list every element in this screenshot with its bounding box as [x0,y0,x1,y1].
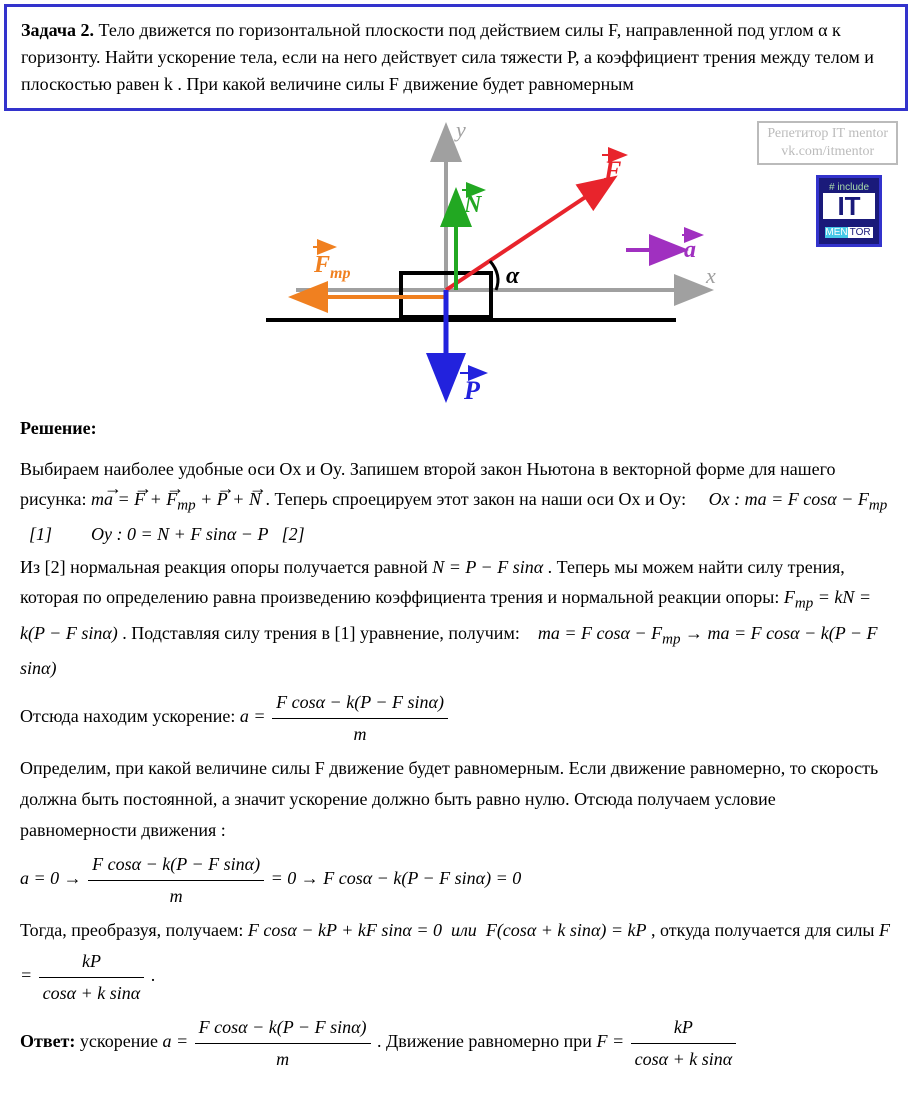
watermark: Репетитор IT mentor vk.com/itmentor [757,121,898,165]
answer-label: Ответ: [20,1031,75,1051]
para-3: Отсюда находим ускорение: a = F cosα − k… [20,687,892,749]
para-2: Из [2] нормальная реакция опоры получает… [20,552,892,683]
p5a-text: Тогда, преобразуя, получаем: [20,920,248,940]
p5b-text: , откуда получается для силы [651,920,879,940]
eq-zero: a = 0 → F cosα − k(P − F sinα) m = 0 → F… [20,868,521,888]
ans-b-text: . Движение равномерно при [377,1031,596,1051]
diagram-svg: y x F α N Fтр P a [176,115,736,405]
y-label: y [454,117,466,142]
Ftr-label: Fтр [313,252,350,282]
ans-F-num: kP [631,1012,737,1044]
p2c-text: . Подставляя силу трения в [1] уравнение… [122,623,520,643]
F-num: kP [39,946,145,978]
para-1: Выбираем наиболее удобные оси Ox и Oy. З… [20,454,892,550]
eq-zero-line: a = 0 → F cosα − k(P − F sinα) m = 0 → F… [20,849,892,911]
answer-line: Ответ: ускорение a = F cosα − k(P − F si… [20,1012,892,1074]
F-den: cosα + k sinα [39,978,145,1009]
eq-transform: F cosα − kP + kF sinα = 0 или F(cosα + k… [248,920,647,940]
ans-eq-F: F = kP cosα + k sinα [596,1031,738,1051]
zero-num: F cosα − k(P − F sinα) [88,849,264,881]
logo-tor: TOR [848,227,873,238]
P-label: P [463,376,481,405]
watermark-line2: vk.com/itmentor [767,143,888,161]
force-diagram: Репетитор IT mentor vk.com/itmentor # in… [0,115,912,405]
p1b-text: . Теперь спроецируем этот закон на наши … [265,489,686,509]
p2a-text: Из [2] нормальная реакция опоры получает… [20,557,432,577]
solution-title: Решение: [20,413,892,444]
solution-body: Решение: Выбираем наиболее удобные оси O… [0,405,912,1094]
ans-a-num: F cosα − k(P − F sinα) [195,1012,371,1044]
ans-F-den: cosα + k sinα [631,1044,737,1075]
problem-title: Задача 2. [21,20,94,40]
zero-den: m [88,881,264,912]
ans-a-text: ускорение [80,1031,163,1051]
para-4: Определим, при какой величине силы F дви… [20,753,892,845]
logo-men: MEN [825,227,847,238]
logo-it-text: IT [823,193,875,219]
N-label: N [463,192,483,218]
a-num: F cosα − k(P − F sinα) [272,687,448,719]
a-den: m [272,719,448,750]
problem-statement: Задача 2. Тело движется по горизонтально… [4,4,908,111]
eq-N: N = P − F sinα [432,557,543,577]
logo-badge: # include IT MENTOR [816,175,882,247]
eq-newton: ma→ = F→ + F→mp + P→ + N→ [91,489,261,509]
p3-text: Отсюда находим ускорение: [20,706,240,726]
problem-text: Тело движется по горизонтальной плоскост… [21,20,874,94]
F-label: F [603,156,621,185]
para-5: Тогда, преобразуя, получаем: F cosα − kP… [20,915,892,1008]
ans-a-den: m [195,1044,371,1075]
watermark-line1: Репетитор IT mentor [767,125,888,143]
alpha-label: α [506,263,520,289]
a-label: a [684,237,696,263]
eq-accel: a = F cosα − k(P − F sinα) m [240,706,450,726]
eq-oy: Oy : 0 = N + F sinα − P [2] [91,524,305,544]
x-label: x [705,263,716,288]
ans-eq-a: a = F cosα − k(P − F sinα) m [162,1031,377,1051]
